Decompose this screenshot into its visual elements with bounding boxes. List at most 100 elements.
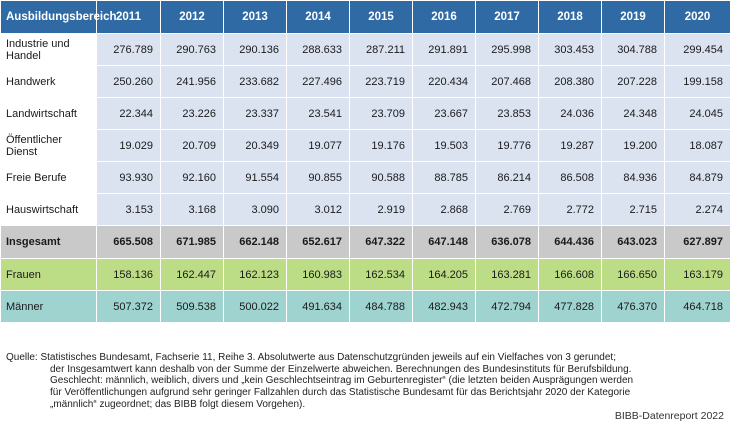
table-row: Industrie und Handel 276.789 290.763 290.13… xyxy=(0,33,730,66)
footnote-line: Geschlecht: männlich, weiblich, divers u… xyxy=(50,375,634,387)
value-cell: 90.855 xyxy=(286,161,350,194)
value-cell: 3.168 xyxy=(160,193,224,226)
value-cell: 2.919 xyxy=(349,193,413,226)
row-label: Öffentlicher Dienst xyxy=(0,129,97,162)
value-cell: 207.468 xyxy=(475,65,539,98)
value-cell: 3.153 xyxy=(96,193,161,226)
value-cell: 208.380 xyxy=(538,65,602,98)
value-cell: 20.349 xyxy=(223,129,287,162)
value-cell: 84.879 xyxy=(664,161,730,194)
value-cell: 88.785 xyxy=(412,161,476,194)
value-cell: 163.179 xyxy=(664,258,730,291)
value-cell: 24.036 xyxy=(538,97,602,130)
row-label: Männer xyxy=(0,290,97,323)
value-cell: 500.022 xyxy=(223,290,287,323)
value-cell: 166.608 xyxy=(538,258,602,291)
value-cell: 19.176 xyxy=(349,129,413,162)
value-cell: 92.160 xyxy=(160,161,224,194)
value-cell: 23.337 xyxy=(223,97,287,130)
value-cell: 223.719 xyxy=(349,65,413,98)
value-cell: 93.930 xyxy=(96,161,161,194)
value-cell: 647.322 xyxy=(349,225,413,259)
header-year: 2011 xyxy=(96,0,161,34)
value-cell: 671.985 xyxy=(160,225,224,259)
value-cell: 2.772 xyxy=(538,193,602,226)
table-row: Handwerk 250.260 241.956 233.682 227.496 223.… xyxy=(0,65,730,98)
value-cell: 303.453 xyxy=(538,33,602,66)
header-year: 2015 xyxy=(349,0,413,34)
value-cell: 636.078 xyxy=(475,225,539,259)
value-cell: 233.682 xyxy=(223,65,287,98)
value-cell: 162.447 xyxy=(160,258,224,291)
value-cell: 295.998 xyxy=(475,33,539,66)
value-cell: 19.077 xyxy=(286,129,350,162)
value-cell: 86.508 xyxy=(538,161,602,194)
value-cell: 482.943 xyxy=(412,290,476,323)
value-cell: 509.538 xyxy=(160,290,224,323)
header-year: 2018 xyxy=(538,0,602,34)
header-row: Ausbildungsbereich 2011 2012 2013 2014 2015 2… xyxy=(0,0,730,34)
value-cell: 476.370 xyxy=(601,290,665,323)
data-table: Ausbildungsbereich 2011 2012 2013 2014 2015 2… xyxy=(0,0,730,323)
value-cell: 91.554 xyxy=(223,161,287,194)
total-row: Insgesamt 665.508 671.985 662.148 652.617 647… xyxy=(0,225,730,259)
value-cell: 227.496 xyxy=(286,65,350,98)
value-cell: 23.226 xyxy=(160,97,224,130)
value-cell: 652.617 xyxy=(286,225,350,259)
value-cell: 199.158 xyxy=(664,65,730,98)
footnote: Quelle: Statistisches Bundesamt, Fachser… xyxy=(6,352,706,411)
value-cell: 23.853 xyxy=(475,97,539,130)
value-cell: 90.588 xyxy=(349,161,413,194)
value-cell: 163.281 xyxy=(475,258,539,291)
value-cell: 19.287 xyxy=(538,129,602,162)
header-year: 2016 xyxy=(412,0,476,34)
header-year: 2020 xyxy=(664,0,730,34)
value-cell: 23.667 xyxy=(412,97,476,130)
value-cell: 166.650 xyxy=(601,258,665,291)
value-cell: 86.214 xyxy=(475,161,539,194)
value-cell: 207.228 xyxy=(601,65,665,98)
value-cell: 644.436 xyxy=(538,225,602,259)
header-year: 2013 xyxy=(223,0,287,34)
header-year: 2019 xyxy=(601,0,665,34)
value-cell: 24.348 xyxy=(601,97,665,130)
header-year: 2014 xyxy=(286,0,350,34)
footnote-line: Quelle: Statistisches Bundesamt, Fachser… xyxy=(6,352,616,363)
value-cell: 19.200 xyxy=(601,129,665,162)
table-row: Öffentlicher Dienst 19.029 20.709 20.349 19.… xyxy=(0,129,730,162)
row-label: Insgesamt xyxy=(0,225,97,259)
value-cell: 290.763 xyxy=(160,33,224,66)
men-row: Männer 507.372 509.538 500.022 491.634 484.78… xyxy=(0,290,730,323)
value-cell: 19.776 xyxy=(475,129,539,162)
value-cell: 665.508 xyxy=(96,225,161,259)
value-cell: 22.344 xyxy=(96,97,161,130)
header-ausbildungsbereich: Ausbildungsbereich xyxy=(0,0,117,34)
table-row: Freie Berufe 93.930 92.160 91.554 90.855 90.5… xyxy=(0,161,730,194)
value-cell: 19.503 xyxy=(412,129,476,162)
value-cell: 276.789 xyxy=(96,33,161,66)
value-cell: 647.148 xyxy=(412,225,476,259)
value-cell: 19.029 xyxy=(96,129,161,162)
value-cell: 484.788 xyxy=(349,290,413,323)
value-cell: 464.718 xyxy=(664,290,730,323)
value-cell: 472.794 xyxy=(475,290,539,323)
value-cell: 2.868 xyxy=(412,193,476,226)
value-cell: 2.274 xyxy=(664,193,730,226)
value-cell: 304.788 xyxy=(601,33,665,66)
value-cell: 241.956 xyxy=(160,65,224,98)
value-cell: 18.087 xyxy=(664,129,730,162)
header-year: 2012 xyxy=(160,0,224,34)
value-cell: 158.136 xyxy=(96,258,161,291)
women-row: Frauen 158.136 162.447 162.123 160.983 162.53… xyxy=(0,258,730,291)
table-row: Hauswirtschaft 3.153 3.168 3.090 3.012 2.919 2… xyxy=(0,193,730,226)
row-label: Industrie und Handel xyxy=(0,33,97,66)
value-cell: 2.769 xyxy=(475,193,539,226)
value-cell: 23.709 xyxy=(349,97,413,130)
footnote-line: für Veröffentlichungen aufgrund sehr ger… xyxy=(50,387,631,399)
header-year: 2017 xyxy=(475,0,539,34)
value-cell: 507.372 xyxy=(96,290,161,323)
value-cell: 299.454 xyxy=(664,33,730,66)
value-cell: 220.434 xyxy=(412,65,476,98)
value-cell: 643.023 xyxy=(601,225,665,259)
value-cell: 3.012 xyxy=(286,193,350,226)
